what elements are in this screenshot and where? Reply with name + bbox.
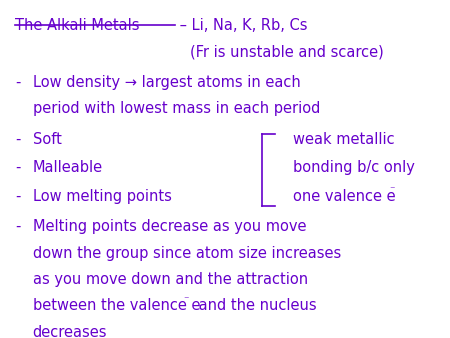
Text: ⁻: ⁻ — [183, 295, 189, 305]
Text: decreases: decreases — [32, 325, 107, 338]
Text: Malleable: Malleable — [32, 160, 103, 175]
Text: The Alkali Metals: The Alkali Metals — [15, 18, 139, 33]
Text: between the valence e: between the valence e — [32, 298, 200, 313]
Text: ⁻: ⁻ — [389, 185, 395, 195]
Text: period with lowest mass in each period: period with lowest mass in each period — [32, 101, 320, 116]
Text: Low melting points: Low melting points — [32, 189, 171, 203]
Text: -: - — [15, 189, 20, 203]
Text: and the nucleus: and the nucleus — [194, 298, 316, 313]
Text: Soft: Soft — [32, 132, 62, 147]
Text: (Fr is unstable and scarce): (Fr is unstable and scarce) — [190, 44, 383, 59]
Text: as you move down and the attraction: as you move down and the attraction — [32, 272, 308, 287]
Text: weak metallic: weak metallic — [293, 132, 395, 147]
Text: -: - — [15, 132, 20, 147]
Text: -: - — [15, 219, 20, 234]
Text: one valence e: one valence e — [293, 189, 396, 203]
Text: Low density → largest atoms in each: Low density → largest atoms in each — [32, 75, 300, 90]
Text: – Li, Na, K, Rb, Cs: – Li, Na, K, Rb, Cs — [175, 18, 308, 33]
Text: Melting points decrease as you move: Melting points decrease as you move — [32, 219, 306, 234]
Text: -: - — [15, 160, 20, 175]
Text: bonding b/c only: bonding b/c only — [293, 160, 415, 175]
Text: -: - — [15, 75, 20, 90]
Text: down the group since atom size increases: down the group since atom size increases — [32, 246, 341, 261]
